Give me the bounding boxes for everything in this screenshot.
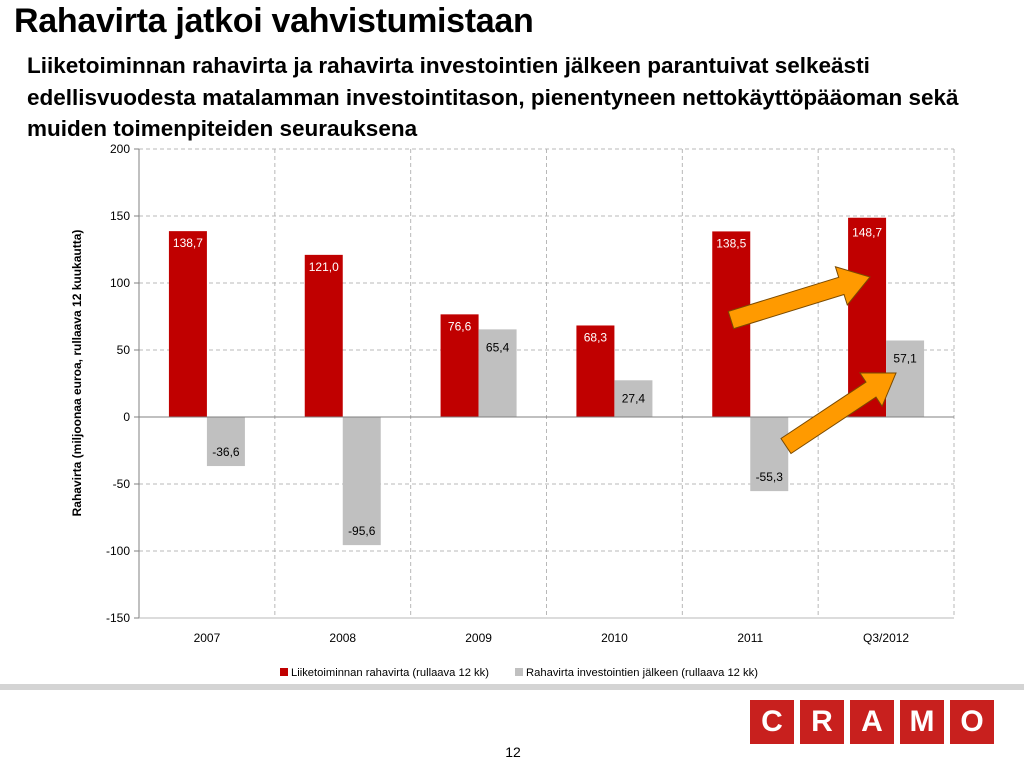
legend-swatch — [515, 668, 523, 676]
bar-operating-cash-flow — [168, 231, 207, 417]
x-tick-label: 2008 — [329, 631, 356, 645]
page-number: 12 — [505, 744, 521, 760]
bar-cash-flow-after-investments — [478, 329, 517, 417]
data-label: 27,4 — [622, 391, 646, 405]
data-label: 65,4 — [486, 340, 510, 354]
trend-arrows — [727, 266, 897, 455]
legend-label: Liiketoiminnan rahavirta (rullaava 12 kk… — [291, 667, 489, 679]
y-tick-label: 100 — [110, 276, 130, 290]
legend-swatch — [280, 668, 288, 676]
bar-cash-flow-after-investments — [614, 380, 653, 417]
y-tick-label: -50 — [113, 477, 131, 491]
x-tick-label: 2009 — [465, 631, 492, 645]
bar-operating-cash-flow — [576, 325, 615, 417]
legend: Liiketoiminnan rahavirta (rullaava 12 kk… — [280, 667, 758, 679]
legend-label: Rahavirta investointien jälkeen (rullaav… — [526, 667, 758, 679]
bar-cash-flow-after-investments — [206, 417, 245, 467]
arrow-up-right-icon — [727, 266, 871, 330]
cramo-logo: C R A M O — [750, 700, 994, 744]
data-label: 76,6 — [448, 319, 472, 333]
slide-title: Rahavirta jatkoi vahvistumistaan — [14, 2, 534, 40]
y-tick-label: 0 — [123, 410, 130, 424]
data-label: 121,0 — [309, 260, 339, 274]
data-label: 138,5 — [716, 236, 746, 250]
footer-divider — [0, 684, 1024, 690]
arrow-up-right-icon — [780, 372, 897, 455]
y-tick-label: 50 — [117, 343, 131, 357]
data-label: -36,6 — [212, 445, 240, 459]
logo-letter: C — [750, 700, 794, 744]
data-label: 68,3 — [584, 330, 608, 344]
data-label: 138,7 — [173, 236, 203, 250]
x-tick-label: 2010 — [601, 631, 628, 645]
logo-letter: O — [950, 700, 994, 744]
logo-letter: A — [850, 700, 894, 744]
grid-lines — [139, 148, 955, 619]
axes: 200 150 100 50 0 -50 -100 -150 2007 2008 2009 2010 2… — [106, 142, 954, 645]
data-label: -55,3 — [756, 470, 784, 484]
bar-operating-cash-flow — [440, 314, 479, 417]
y-tick-label: -100 — [106, 544, 130, 558]
cash-flow-bar-chart: Rahavirta (miljoonaa euroa, rullaava 12 … — [70, 142, 955, 679]
bar-cash-flow-after-investments — [750, 417, 789, 492]
logo-letter: R — [800, 700, 844, 744]
data-label: 148,7 — [852, 226, 882, 240]
bar-operating-cash-flow — [304, 254, 343, 417]
x-tick-label: 2011 — [737, 631, 763, 645]
bar-cash-flow-after-investments — [342, 417, 381, 546]
y-axis-label: Rahavirta (miljoonaa euroa, rullaava 12 … — [70, 230, 84, 517]
y-tick-label: 200 — [110, 142, 130, 156]
data-label: -95,6 — [348, 524, 376, 538]
x-tick-label: 2007 — [194, 631, 221, 645]
x-tick-label: Q3/2012 — [863, 631, 909, 645]
data-labels: 138,7 121,0 76,6 68,3 138,5 148,7 -36,6 -95,6 65… — [173, 226, 917, 538]
data-label: 57,1 — [893, 351, 917, 365]
y-tick-label: -150 — [106, 611, 130, 625]
y-tick-label: 150 — [110, 209, 130, 223]
logo-letter: M — [900, 700, 944, 744]
slide-subtitle: Liiketoiminnan rahavirta ja rahavirta in… — [27, 53, 959, 141]
